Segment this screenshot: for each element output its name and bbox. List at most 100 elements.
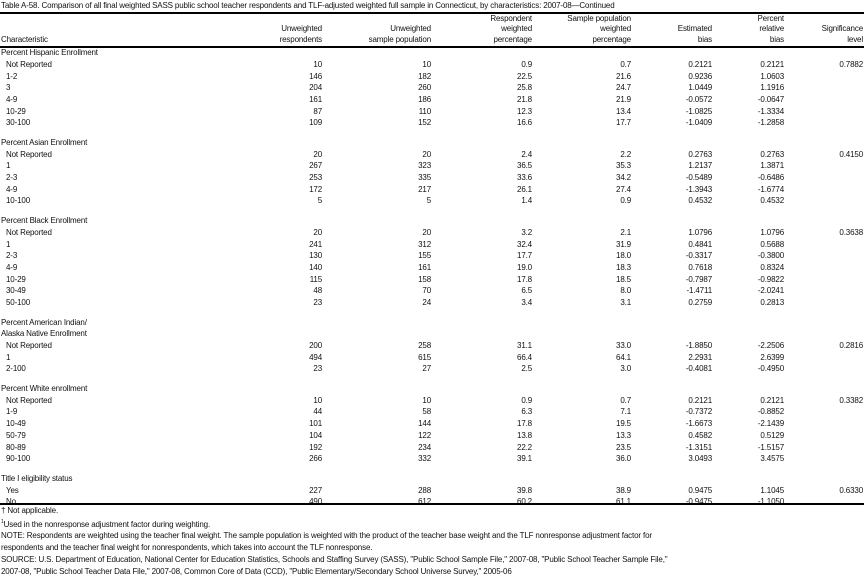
- row-label: Not Reported: [6, 227, 52, 237]
- row-label: Not Reported: [6, 149, 52, 159]
- cell-unweighted-respondents: 23: [313, 364, 322, 374]
- cell-unweighted-respondents: 227: [309, 485, 322, 495]
- cell-estimated-bias: 0.9236: [688, 71, 712, 81]
- cell-estimated-bias: 2.2931: [688, 352, 712, 362]
- column-header-line: respondents: [279, 34, 323, 44]
- cell-sample-population-weighted-percentage: 35.3: [616, 161, 631, 171]
- cell-percent-relative-bias: 2.6399: [760, 352, 784, 362]
- cell-unweighted-respondents: 490: [309, 497, 322, 507]
- row-label: 10-100: [6, 196, 31, 206]
- cell-respondent-weighted-percentage: 25.8: [517, 83, 532, 93]
- cell-unweighted-respondents: 10: [313, 395, 322, 405]
- section-title: Percent American Indian/: [1, 317, 87, 327]
- cell-respondent-weighted-percentage: 1.4: [521, 196, 532, 206]
- section-header: Alaska Native Enrollment: [0, 328, 864, 340]
- table-row: 10-49 101 144 17.8 19.5 -1.6673 -2.1439: [0, 418, 864, 430]
- cell-percent-relative-bias: -0.8852: [757, 407, 784, 417]
- cell-respondent-weighted-percentage: 32.4: [517, 239, 532, 249]
- cell-unweighted-respondents: 266: [309, 454, 322, 464]
- cell-estimated-bias: -0.4081: [685, 364, 712, 374]
- cell-unweighted-respondents: 204: [309, 83, 322, 93]
- cell-percent-relative-bias: 0.5129: [760, 430, 784, 440]
- table-row: 10-29 87 110 12.3 13.4 -1.0825 -1.3334: [0, 106, 864, 118]
- cell-unweighted-respondents: 104: [309, 430, 322, 440]
- table-row: 2-3 130 155 17.7 18.0 -0.3317 -0.3800: [0, 250, 864, 262]
- row-label: 50-79: [6, 430, 26, 440]
- column-header-percent-relative-bias: Percent relative bias: [757, 14, 784, 45]
- table-row: No 490 612 60.2 61.1 -0.9475 -1.1050: [0, 496, 864, 508]
- cell-respondent-weighted-percentage: 36.5: [517, 161, 532, 171]
- cell-percent-relative-bias: 3.4575: [760, 454, 784, 464]
- cell-percent-relative-bias: 0.2763: [760, 149, 784, 159]
- table-row: 90-100 266 332 39.1 36.0 3.0493 3.4575: [0, 453, 864, 465]
- top-rule: [0, 12, 864, 14]
- cell-sample-population-weighted-percentage: 2.1: [620, 227, 631, 237]
- cell-unweighted-sample-population: 258: [418, 341, 431, 350]
- cell-unweighted-respondents: 494: [309, 352, 322, 362]
- cell-sample-population-weighted-percentage: 0.9: [620, 196, 631, 206]
- table-row: 50-79 104 122 13.8 13.3 0.4582 0.5129: [0, 430, 864, 442]
- cell-percent-relative-bias: 1.1916: [760, 83, 784, 93]
- section-header: Percent White enrollment: [0, 383, 864, 395]
- cell-unweighted-sample-population: 260: [418, 83, 431, 93]
- cell-sample-population-weighted-percentage: 23.5: [616, 442, 631, 452]
- table-row: 10-100 5 5 1.4 0.9 0.4532 0.4532: [0, 195, 864, 207]
- section-header: Percent Hispanic Enrollment: [0, 47, 864, 59]
- column-header-line: level: [847, 34, 863, 44]
- column-header-line: weighted: [600, 24, 631, 33]
- cell-percent-relative-bias: -1.1050: [757, 497, 784, 507]
- cell-percent-relative-bias: -0.4950: [757, 364, 784, 374]
- section-spacer: [0, 375, 864, 383]
- cell-percent-relative-bias: -0.9822: [757, 274, 784, 284]
- table-row: 3 204 260 25.8 24.7 1.0449 1.1916: [0, 82, 864, 94]
- table-row: 10-29 115 158 17.8 18.5 -0.7987 -0.9822: [0, 274, 864, 286]
- cell-unweighted-sample-population: 20: [422, 149, 431, 159]
- cell-estimated-bias: -0.3317: [685, 251, 712, 261]
- column-header-respondent-weighted-percentage: Respondent weighted percentage: [490, 14, 532, 45]
- cell-respondent-weighted-percentage: 22.2: [517, 442, 532, 452]
- cell-significance-level: 0.4150: [839, 149, 863, 159]
- column-header-line: relative: [759, 24, 784, 33]
- cell-unweighted-sample-population: 217: [418, 184, 431, 194]
- cell-sample-population-weighted-percentage: 24.7: [616, 83, 631, 93]
- column-header-line: percentage: [592, 34, 631, 44]
- section-spacer: [0, 129, 864, 137]
- cell-significance-level: 0.3638: [839, 227, 863, 237]
- column-header-characteristic: Characteristic: [1, 14, 48, 45]
- table-row: 1-2 146 182 22.5 21.6 0.9236 1.0603: [0, 71, 864, 83]
- column-header-sample-population-weighted-percentage: Sample population weighted percentage: [567, 14, 631, 45]
- cell-estimated-bias: -1.6673: [685, 419, 712, 429]
- cell-unweighted-sample-population: 323: [418, 161, 431, 171]
- cell-respondent-weighted-percentage: 17.8: [517, 419, 532, 429]
- cell-percent-relative-bias: -2.2506: [757, 341, 784, 350]
- cell-respondent-weighted-percentage: 22.5: [517, 71, 532, 81]
- table-row: 2-100 23 27 2.5 3.0 -0.4081 -0.4950: [0, 363, 864, 375]
- cell-unweighted-respondents: 130: [309, 251, 322, 261]
- cell-respondent-weighted-percentage: 31.1: [517, 341, 532, 350]
- cell-unweighted-respondents: 161: [309, 94, 322, 104]
- cell-estimated-bias: 0.2121: [688, 59, 712, 69]
- section-title: Title I eligibility status: [1, 473, 73, 483]
- cell-unweighted-sample-population: 186: [418, 94, 431, 104]
- cell-sample-population-weighted-percentage: 18.0: [616, 251, 631, 261]
- cell-respondent-weighted-percentage: 17.8: [517, 274, 532, 284]
- cell-respondent-weighted-percentage: 16.6: [517, 118, 532, 128]
- column-header-line: Unweighted: [281, 24, 322, 33]
- row-label: 10-29: [6, 274, 26, 284]
- cell-sample-population-weighted-percentage: 27.4: [616, 184, 631, 194]
- cell-unweighted-respondents: 140: [309, 262, 322, 272]
- cell-sample-population-weighted-percentage: 3.0: [620, 364, 631, 374]
- cell-sample-population-weighted-percentage: 61.1: [616, 497, 631, 507]
- cell-respondent-weighted-percentage: 66.4: [517, 352, 532, 362]
- cell-estimated-bias: 1.2137: [688, 161, 712, 171]
- section-title: Percent Hispanic Enrollment: [1, 48, 98, 58]
- section-spacer: [0, 309, 864, 317]
- cell-unweighted-respondents: 20: [313, 227, 322, 237]
- cell-respondent-weighted-percentage: 6.3: [521, 407, 532, 417]
- cell-estimated-bias: -1.8850: [685, 341, 712, 350]
- cell-unweighted-sample-population: 335: [418, 173, 431, 183]
- column-header-line: Sample population: [567, 13, 631, 23]
- cell-estimated-bias: 3.0493: [688, 454, 712, 464]
- cell-respondent-weighted-percentage: 6.5: [521, 286, 532, 296]
- cell-respondent-weighted-percentage: 39.8: [517, 485, 532, 495]
